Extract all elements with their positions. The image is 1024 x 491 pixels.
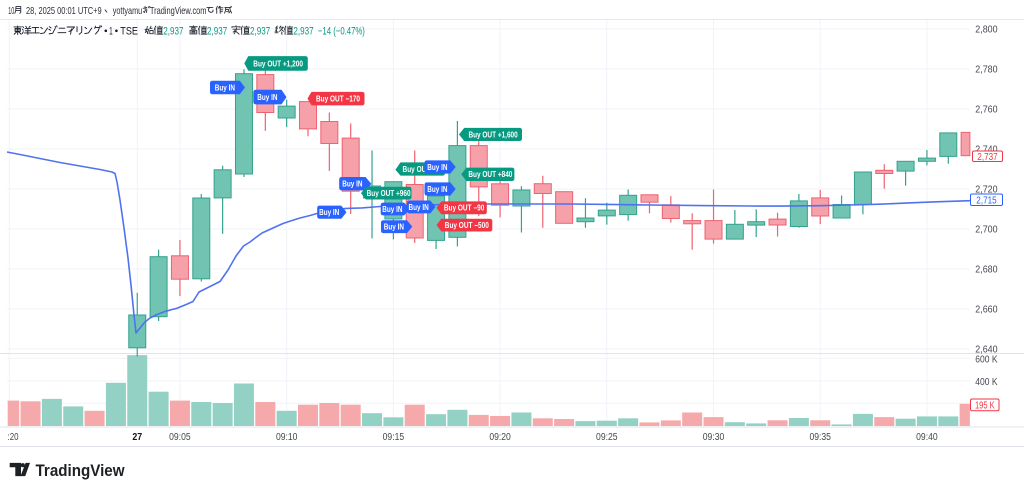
svg-text:Buy OUT −500: Buy OUT −500 — [445, 221, 489, 230]
svg-text:2,715: 2,715 — [976, 194, 997, 206]
svg-text:2,640: 2,640 — [975, 345, 998, 356]
svg-text:Buy OUT +1,600: Buy OUT +1,600 — [468, 130, 518, 139]
svg-text:Buy IN: Buy IN — [427, 185, 447, 194]
svg-text:2,800: 2,800 — [975, 25, 998, 36]
svg-text:1: 1 — [109, 25, 113, 37]
svg-text:2,737: 2,737 — [977, 151, 998, 163]
svg-text:28, 2025 00:01 UTC+9: 28, 2025 00:01 UTC+9 — [26, 6, 102, 17]
svg-text:2,700: 2,700 — [975, 225, 998, 236]
svg-text:09:15: 09:15 — [383, 432, 405, 443]
svg-text:09:10: 09:10 — [276, 432, 298, 443]
svg-text:2,780: 2,780 — [975, 65, 998, 76]
svg-text:Buy IN: Buy IN — [342, 180, 362, 189]
svg-text:195 K: 195 K — [975, 400, 995, 412]
svg-text:2,937: 2,937 — [250, 25, 270, 37]
svg-text:TSE: TSE — [120, 25, 138, 37]
svg-text:Buy OUT +840: Buy OUT +840 — [468, 170, 512, 179]
svg-text:2,680: 2,680 — [975, 265, 998, 276]
svg-text:400 K: 400 K — [975, 377, 997, 388]
svg-text:Buy OUT −90: Buy OUT −90 — [444, 204, 485, 213]
svg-text:600 K: 600 K — [975, 354, 997, 365]
svg-text:09:30: 09:30 — [703, 432, 725, 443]
svg-text:2,937: 2,937 — [207, 25, 227, 37]
svg-text:Buy OUT +1,200: Buy OUT +1,200 — [253, 59, 303, 68]
svg-text:yottyamu: yottyamu — [113, 6, 143, 17]
svg-text:09:05: 09:05 — [169, 432, 191, 443]
svg-text:Buy IN: Buy IN — [427, 163, 447, 172]
svg-text:2,937: 2,937 — [163, 25, 183, 37]
svg-text:2,740: 2,740 — [975, 145, 998, 156]
svg-text:Buy IN: Buy IN — [382, 205, 402, 214]
svg-text:27: 27 — [132, 432, 142, 443]
svg-text:Buy IN: Buy IN — [257, 93, 277, 102]
svg-text:2,760: 2,760 — [975, 105, 998, 116]
svg-text:Buy IN: Buy IN — [409, 203, 429, 212]
svg-text:2,937: 2,937 — [293, 25, 313, 37]
svg-text:2,720: 2,720 — [975, 185, 998, 196]
svg-text:10: 10 — [8, 6, 14, 17]
svg-text:09:35: 09:35 — [809, 432, 831, 443]
svg-text:Buy OUT +10: Buy OUT +10 — [403, 165, 444, 174]
svg-text:Buy IN: Buy IN — [319, 208, 339, 217]
svg-text:Buy OUT +960: Buy OUT +960 — [367, 189, 411, 198]
svg-text:−14 (−0.47%): −14 (−0.47%) — [318, 25, 365, 37]
svg-text:09:40: 09:40 — [916, 432, 938, 443]
svg-text:09:20: 09:20 — [489, 432, 511, 443]
svg-text:TradingView: TradingView — [36, 462, 125, 480]
svg-text:2,660: 2,660 — [975, 305, 998, 316]
svg-text:TradingView.com: TradingView.com — [150, 6, 207, 17]
svg-text:Buy IN: Buy IN — [384, 223, 404, 232]
svg-text:Buy OUT −170: Buy OUT −170 — [316, 95, 360, 104]
svg-text:Buy IN: Buy IN — [215, 84, 235, 93]
svg-text:09:25: 09:25 — [596, 432, 618, 443]
svg-text::20: :20 — [8, 432, 19, 443]
